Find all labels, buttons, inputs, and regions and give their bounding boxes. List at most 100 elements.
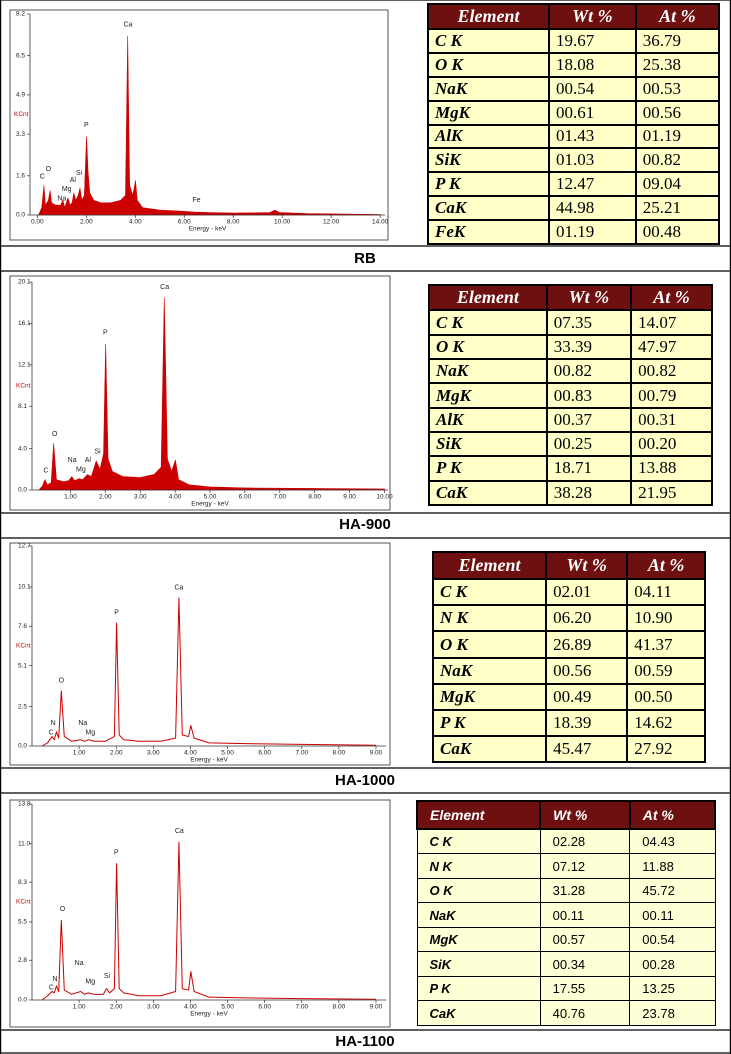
composition-table: Element Wt % At % C K 02.28 04.43 N K 07.12 11.8… bbox=[415, 800, 717, 1026]
table-row: C K 02.01 04.11 bbox=[431, 578, 706, 607]
header-cell: Element bbox=[431, 550, 548, 581]
value-cell: 00.83 bbox=[545, 382, 633, 409]
peak-label: Al bbox=[70, 177, 77, 184]
element-cell: NaK bbox=[428, 358, 548, 385]
x-tick-label: 6.00 bbox=[258, 1004, 271, 1011]
element-cell: O K bbox=[416, 877, 541, 904]
peak-label: O bbox=[52, 431, 58, 438]
y-tick-label: 6.5 bbox=[16, 52, 25, 59]
value-cell: 25.21 bbox=[634, 195, 721, 222]
y-tick-label: 4.9 bbox=[16, 92, 25, 99]
value-cell: 09.04 bbox=[634, 171, 721, 198]
value-cell: 00.56 bbox=[545, 656, 629, 685]
peak-label: C bbox=[43, 467, 48, 474]
y-tick-label: 13.8 bbox=[18, 801, 31, 808]
table-row: P K 18.39 14.62 bbox=[431, 708, 706, 737]
header-row: Element Wt % At % bbox=[428, 283, 713, 312]
x-tick-label: 14.00 bbox=[372, 219, 389, 226]
value-cell: 13.88 bbox=[630, 455, 713, 482]
peak-label: Mg bbox=[76, 466, 86, 473]
value-cell: 44.98 bbox=[548, 195, 637, 222]
value-cell: 00.20 bbox=[630, 430, 713, 458]
x-tick-label: 9.00 bbox=[370, 750, 383, 757]
value-cell: 12.47 bbox=[548, 171, 637, 198]
panel-title: HA-1100 bbox=[335, 1033, 394, 1050]
value-cell: 00.61 bbox=[548, 99, 637, 126]
table-row: O K 26.89 41.37 bbox=[431, 630, 706, 659]
element-cell: AlK bbox=[428, 406, 548, 433]
table-row: CaK 44.98 25.21 bbox=[426, 195, 721, 222]
x-tick-label: 10.00 bbox=[274, 219, 291, 226]
header-cell: Wt % bbox=[545, 283, 633, 312]
table-row: NaK 00.54 00.53 bbox=[426, 75, 721, 102]
x-axis-label: Energy - keV bbox=[189, 226, 227, 233]
y-axis-label: KCnt bbox=[16, 899, 31, 906]
element-cell: CaK bbox=[428, 479, 548, 507]
peak-label: Mg bbox=[85, 729, 95, 736]
x-tick-label: 3.00 bbox=[134, 494, 147, 501]
x-tick-label: 1.00 bbox=[73, 1004, 86, 1011]
table-row: CaK 40.76 23.78 bbox=[416, 1000, 716, 1026]
x-tick-label: 5.00 bbox=[221, 750, 234, 757]
table-row: NaK 00.56 00.59 bbox=[431, 656, 706, 685]
peak-label: Ca bbox=[123, 22, 132, 29]
composition-table: Element Wt % At % C K 19.67 36.79 O K 18.08 25.3… bbox=[426, 3, 721, 245]
peak-label: P bbox=[103, 330, 108, 337]
y-axis-label: KCnt bbox=[14, 111, 29, 118]
peak-label: C bbox=[40, 174, 45, 181]
x-axis-label: Energy - keV bbox=[190, 1011, 228, 1018]
value-cell: 00.11 bbox=[629, 902, 716, 928]
value-cell: 26.89 bbox=[545, 630, 629, 659]
y-tick-label: 10.1 bbox=[18, 584, 31, 591]
table-row: MgK 00.83 00.79 bbox=[428, 382, 713, 409]
table-row: C K 07.35 14.07 bbox=[428, 309, 713, 336]
element-cell: P K bbox=[416, 975, 541, 1002]
x-tick-label: 12.00 bbox=[323, 219, 340, 226]
x-tick-label: 3.00 bbox=[147, 750, 160, 757]
element-cell: FeK bbox=[426, 219, 551, 245]
table-row: O K 18.08 25.38 bbox=[426, 51, 721, 78]
peak-label: P bbox=[114, 849, 119, 856]
peak-label: O bbox=[60, 906, 66, 913]
y-tick-label: 8.1 bbox=[18, 403, 27, 410]
value-cell: 36.79 bbox=[634, 27, 721, 54]
value-cell: 00.56 bbox=[634, 99, 721, 126]
value-cell: 19.67 bbox=[548, 27, 637, 54]
peak-label: P bbox=[84, 122, 89, 129]
x-tick-label: 2.00 bbox=[80, 219, 93, 226]
peak-label: O bbox=[46, 166, 52, 173]
x-tick-label: 4.00 bbox=[184, 1004, 197, 1011]
value-cell: 02.28 bbox=[539, 828, 631, 855]
x-axis-label: Energy - keV bbox=[190, 757, 228, 764]
x-tick-label: 4.00 bbox=[184, 750, 197, 757]
panel-frame bbox=[9, 799, 391, 1028]
x-tick-label: 2.00 bbox=[110, 750, 123, 757]
header-cell: Element bbox=[428, 283, 548, 312]
y-tick-label: 0.0 bbox=[18, 997, 27, 1004]
table-row: SiK 00.25 00.20 bbox=[428, 430, 713, 458]
spectrum bbox=[41, 841, 376, 1001]
element-cell: MgK bbox=[431, 682, 548, 711]
header-cell: Wt % bbox=[548, 3, 637, 30]
panel-title: HA-900 bbox=[339, 516, 391, 533]
value-cell: 00.82 bbox=[634, 147, 721, 174]
element-cell: AlK bbox=[426, 123, 551, 150]
element-cell: SiK bbox=[428, 430, 548, 458]
table-row: MgK 00.49 00.50 bbox=[431, 682, 706, 711]
table-row: NaK 00.82 00.82 bbox=[428, 358, 713, 385]
x-tick-label: 6.00 bbox=[258, 750, 271, 757]
peak-label: Ca bbox=[174, 585, 183, 592]
x-tick-label: 3.00 bbox=[147, 1004, 160, 1011]
table-row: AlK 01.43 01.19 bbox=[426, 123, 721, 150]
value-cell: 04.11 bbox=[626, 578, 706, 607]
element-cell: P K bbox=[426, 171, 551, 198]
peak-label: Al bbox=[85, 457, 92, 464]
element-cell: NaK bbox=[416, 902, 541, 928]
x-tick-label: 0.00 bbox=[31, 219, 44, 226]
x-tick-label: 9.00 bbox=[343, 494, 356, 501]
element-cell: O K bbox=[426, 51, 551, 78]
element-cell: P K bbox=[428, 455, 548, 482]
y-tick-label: 0.0 bbox=[18, 743, 27, 750]
y-tick-label: 8.2 bbox=[16, 11, 25, 18]
